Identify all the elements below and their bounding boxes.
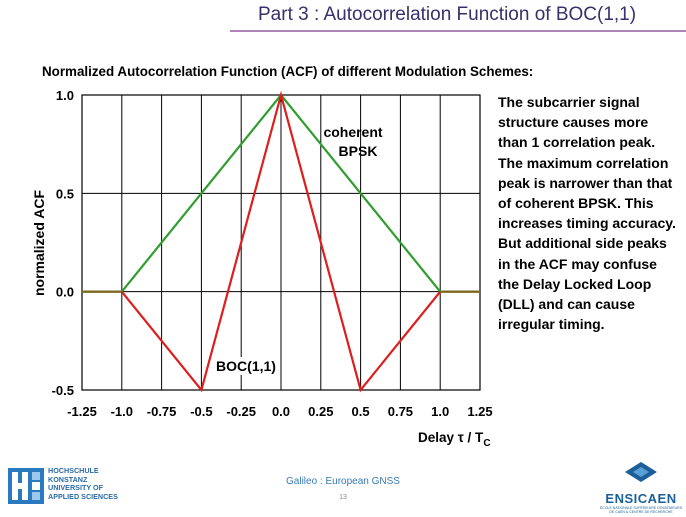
x-axis-label-sub: C bbox=[483, 438, 490, 449]
slide-title: Part 3 : Autocorrelation Function of BOC… bbox=[258, 4, 637, 25]
x-tick-label: -0.25 bbox=[226, 404, 256, 419]
ensicaen-logo-icon bbox=[625, 462, 657, 482]
logo-left-line-4: APPLIED SCIENCES bbox=[48, 491, 118, 501]
logo-left-line-1: HOCHSCHULE bbox=[48, 466, 99, 475]
y-axis-label: normalized ACF bbox=[31, 190, 47, 296]
explanation-text: The subcarrier signal structure causes m… bbox=[498, 94, 676, 333]
title-underline bbox=[230, 30, 686, 32]
y-tick-label: 0.5 bbox=[56, 186, 74, 201]
x-tick-label: -1.0 bbox=[111, 404, 133, 419]
y-tick-label: 0.0 bbox=[56, 285, 74, 300]
x-axis-label: Delay τ / TC bbox=[418, 430, 491, 449]
ensicaen-wordmark: ENSICAEN bbox=[605, 491, 677, 506]
hochschule-konstanz-logo: HOCHSCHULE KONSTANZ UNIVERSITY OF APPLIE… bbox=[8, 464, 148, 510]
chart-ticks: -1.25 -1.0 -0.75 -0.5 -0.25 0.0 0.25 0.5 0.75 1.0… bbox=[52, 88, 493, 419]
annotation-boc11: BOC(1,1) bbox=[216, 358, 276, 374]
logo-left-line-3: UNIVERSITY OF bbox=[48, 483, 103, 493]
ensicaen-subtitle: ÉCOLE NATIONALE SUPÉRIEURE D'INGÉNIEURS … bbox=[599, 506, 683, 514]
annotation-coherent-bpsk-line1: coherent bbox=[323, 124, 382, 140]
y-tick-label: 1.0 bbox=[56, 88, 74, 103]
series-line-boc-1-1 bbox=[120, 90, 442, 393]
annotation-coherent-bpsk-line2: BPSK bbox=[339, 143, 378, 159]
x-tick-label: 0.0 bbox=[272, 404, 290, 419]
x-tick-label: -0.5 bbox=[190, 404, 212, 419]
x-tick-label: -1.25 bbox=[67, 404, 97, 419]
htwg-logo-icon bbox=[8, 468, 44, 504]
x-tick-label: 0.25 bbox=[308, 404, 333, 419]
chart-grid bbox=[81, 94, 481, 391]
x-tick-label: -0.75 bbox=[147, 404, 177, 419]
x-tick-label: 1.0 bbox=[431, 404, 449, 419]
x-tick-label: 0.5 bbox=[352, 404, 370, 419]
acf-chart: -1.25 -1.0 -0.75 -0.5 -0.25 0.0 0.25 0.5 0.75 1.0… bbox=[31, 88, 493, 449]
annotation-boc11-backdrop bbox=[213, 357, 279, 375]
x-axis-label-main: Delay τ / T bbox=[418, 430, 484, 445]
chart-series bbox=[82, 90, 480, 393]
x-tick-label: 1.25 bbox=[467, 404, 492, 419]
logo-left-line-2: KONSTANZ bbox=[48, 474, 88, 484]
chart-title: Normalized Autocorrelation Function (ACF… bbox=[42, 64, 534, 79]
ensicaen-logo: ENSICAEN ÉCOLE NATIONALE SUPÉRIEURE D'IN… bbox=[598, 462, 684, 514]
y-tick-label: -0.5 bbox=[52, 383, 74, 398]
x-tick-label: 0.75 bbox=[388, 404, 413, 419]
footer-caption: Galileo : European GNSS bbox=[286, 476, 400, 487]
page-number: 13 bbox=[339, 494, 347, 501]
